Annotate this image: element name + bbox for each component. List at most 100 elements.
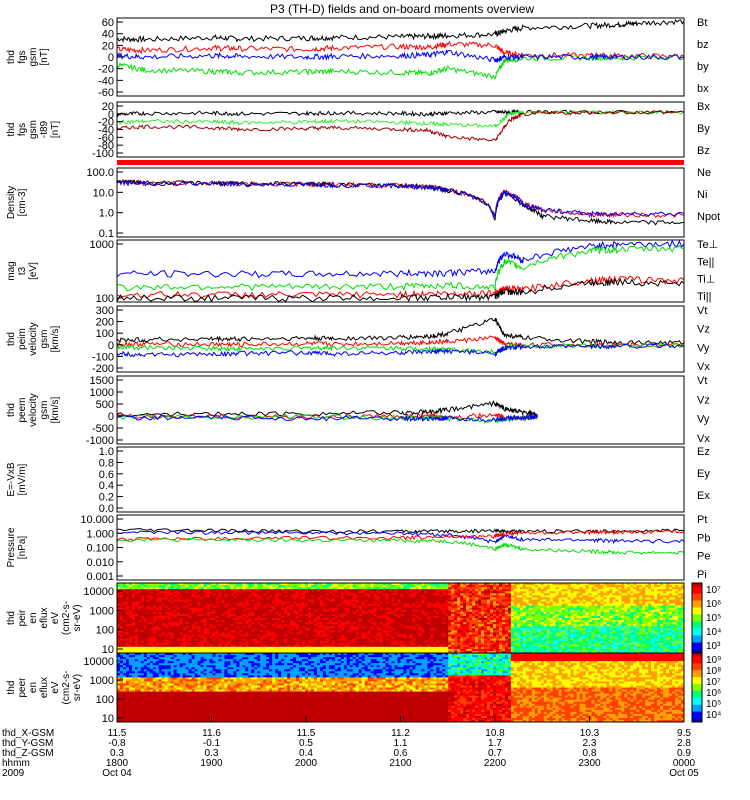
spectrogram-cell <box>182 648 187 652</box>
spectrogram-cell <box>179 607 184 611</box>
spectrogram-cell <box>358 648 363 652</box>
spectrogram-cell <box>358 634 363 637</box>
spectrogram-cell <box>128 644 133 648</box>
spectrogram-cell <box>176 628 181 631</box>
spectrogram-cell <box>119 585 124 588</box>
spectrogram-cell <box>173 607 178 611</box>
spectrogram-cell <box>188 646 192 650</box>
spectrogram-cell <box>287 605 291 609</box>
spectrogram-cell <box>176 607 181 611</box>
spectrogram-cell <box>203 650 207 654</box>
spectrogram-cell <box>334 605 339 609</box>
spectrogram-cell <box>230 632 234 635</box>
spectrogram-cell <box>215 650 219 654</box>
spectrogram-cell <box>248 632 252 635</box>
spectrogram-cell <box>343 650 348 654</box>
spectrogram-cell <box>173 620 178 623</box>
spectrogram-cell <box>355 638 360 642</box>
spectrogram-cell <box>197 632 201 635</box>
spectrogram-cell <box>230 595 234 598</box>
spectrogram-cell <box>328 609 333 613</box>
spectrogram-cell <box>278 587 282 590</box>
spectrogram-cell <box>242 624 246 627</box>
spectrogram-cell <box>361 632 366 635</box>
spectrogram-cell <box>293 599 297 602</box>
spectrogram-cell <box>367 642 372 646</box>
spectrogram-cell <box>236 620 240 623</box>
spectrogram-cell <box>224 583 228 586</box>
spectrogram-cell <box>203 620 207 623</box>
spectrogram-cell <box>140 589 145 592</box>
spectrogram-cell <box>367 613 372 617</box>
spectrogram-cell <box>143 638 148 642</box>
spectrogram-cell <box>134 636 139 639</box>
spectrogram-cell <box>254 646 258 650</box>
spectrogram-cell <box>125 585 130 588</box>
spectrogram-cell <box>328 648 333 652</box>
spectrogram-cell <box>346 618 351 621</box>
spectrogram-cell <box>275 603 279 607</box>
spectrogram-cell <box>248 599 252 602</box>
spectrogram-cell <box>161 640 166 644</box>
legend-entry: Npot <box>697 211 720 223</box>
spectrogram-cell <box>382 595 386 598</box>
spectrogram-cell <box>197 648 201 652</box>
spectrogram-cell <box>227 607 231 611</box>
spectrogram-cell <box>212 589 216 592</box>
spectrogram-cell <box>302 628 306 631</box>
spectrogram-cell <box>164 593 169 596</box>
spectrogram-cell <box>296 650 300 654</box>
spectrogram-cell <box>224 601 228 604</box>
spectrogram-cell <box>385 636 389 639</box>
spectrogram-cell <box>155 607 160 611</box>
spectrogram-cell <box>343 634 348 637</box>
spectrogram-cell <box>322 648 327 652</box>
spectrogram-cell <box>182 607 187 611</box>
spectrogram-cell <box>313 597 318 600</box>
spectrogram-cell <box>358 622 363 625</box>
spectrogram-cell <box>355 589 360 592</box>
spectrogram-cell <box>212 638 216 642</box>
spectrogram-cell <box>388 609 392 613</box>
y-tick-label: 20 <box>102 101 114 113</box>
spectrogram-cell <box>379 597 383 600</box>
spectrogram-cell <box>152 648 157 652</box>
spectrogram-cell <box>388 597 392 600</box>
spectrogram-cell <box>206 628 210 631</box>
spectrogram-cell <box>299 624 303 627</box>
spectrogram-cell <box>194 607 198 611</box>
spectrogram-cell <box>119 589 124 592</box>
spectrogram-cell <box>382 644 386 648</box>
spectrogram-cell <box>379 650 383 654</box>
spectrogram-cell <box>296 622 300 625</box>
spectrogram-cell <box>260 585 264 588</box>
spectrogram-cell <box>251 587 255 590</box>
spectrogram-cell <box>140 591 145 594</box>
spectrogram-cell <box>194 605 198 609</box>
spectrogram-cell <box>206 597 210 600</box>
spectrogram-cell <box>224 640 228 644</box>
spectrogram-cell <box>224 603 228 607</box>
spectrogram-cell <box>140 609 145 613</box>
spectrogram-cell <box>358 650 363 654</box>
spectrogram-cell <box>152 599 157 602</box>
spectrogram-cell <box>137 618 142 621</box>
spectrogram-cell <box>173 628 178 631</box>
spectrogram-cell <box>316 595 321 598</box>
spectrogram-cell <box>343 609 348 613</box>
spectrogram-cell <box>310 648 315 652</box>
spectrogram-cell <box>194 615 198 619</box>
spectrogram-cell <box>352 646 357 650</box>
spectrogram-cell <box>325 611 330 615</box>
spectrogram-cell <box>233 632 237 635</box>
spectrogram-cell <box>242 603 246 607</box>
spectrogram-cell <box>385 640 389 644</box>
spectrogram-cell <box>263 597 267 600</box>
spectrogram-cell <box>272 630 276 633</box>
spectrogram-cell <box>275 646 279 650</box>
spectrogram-cell <box>218 642 222 646</box>
spectrogram-cell <box>382 583 386 586</box>
spectrogram-cell <box>143 601 148 604</box>
spectrogram-cell <box>119 638 124 642</box>
spectrogram-cell <box>305 591 309 594</box>
